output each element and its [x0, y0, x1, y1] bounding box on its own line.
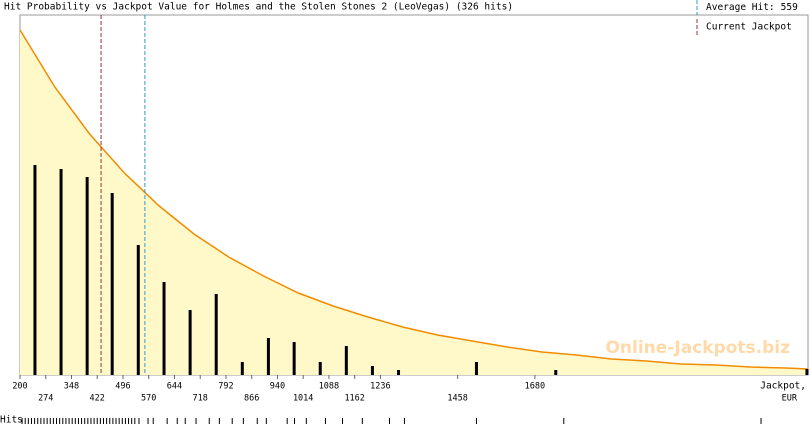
bar	[344, 346, 348, 375]
hits-label: Hits	[0, 415, 23, 425]
bar	[805, 369, 809, 375]
bar	[474, 362, 478, 375]
x-tick-label: 866	[244, 394, 259, 404]
bar	[188, 310, 192, 375]
legend-average-value: 559	[781, 2, 798, 13]
bar	[397, 370, 401, 375]
x-tick-label: 348	[64, 382, 79, 392]
x-tick-label: 1088	[319, 382, 339, 392]
x-tick-label: 496	[115, 382, 130, 392]
x-tick-label: 1236	[370, 382, 390, 392]
x-tick-label: 1680	[525, 382, 545, 392]
bar	[162, 282, 166, 375]
bar	[59, 169, 63, 375]
x-axis-label: Jackpot,	[760, 381, 806, 392]
bar	[266, 338, 270, 375]
bar	[33, 165, 37, 375]
bar	[136, 245, 140, 375]
legend-average: Average Hit: 559	[706, 2, 798, 13]
x-tick-label: 274	[38, 394, 53, 404]
bar	[240, 362, 244, 375]
x-tick-label: 200	[12, 382, 27, 392]
x-tick-label: 718	[193, 394, 208, 404]
x-tick-label: 1458	[447, 394, 467, 404]
bar	[85, 177, 89, 375]
chart-title: Hit Probability vs Jackpot Value for Hol…	[4, 2, 513, 13]
x-tick-label: 1014	[293, 394, 313, 404]
x-tick-label: 792	[218, 382, 233, 392]
legend-current: Current Jackpot	[706, 22, 792, 33]
bar	[318, 362, 322, 375]
watermark: Online-Jackpots.biz	[605, 338, 790, 358]
bar	[110, 193, 114, 375]
legend-average-label: Average Hit:	[706, 2, 775, 13]
bar	[214, 294, 218, 375]
x-tick-label: 644	[167, 382, 182, 392]
x-tick-label: 1162	[344, 394, 364, 404]
x-axis-label: EUR	[782, 394, 798, 404]
x-tick-label: 570	[141, 394, 156, 404]
bar	[292, 342, 296, 375]
x-tick-label: 422	[90, 394, 105, 404]
bar	[554, 370, 558, 375]
x-tick-label: 940	[270, 382, 285, 392]
curve-area	[20, 30, 808, 375]
curve-line	[19, 29, 809, 370]
bar	[370, 366, 374, 375]
